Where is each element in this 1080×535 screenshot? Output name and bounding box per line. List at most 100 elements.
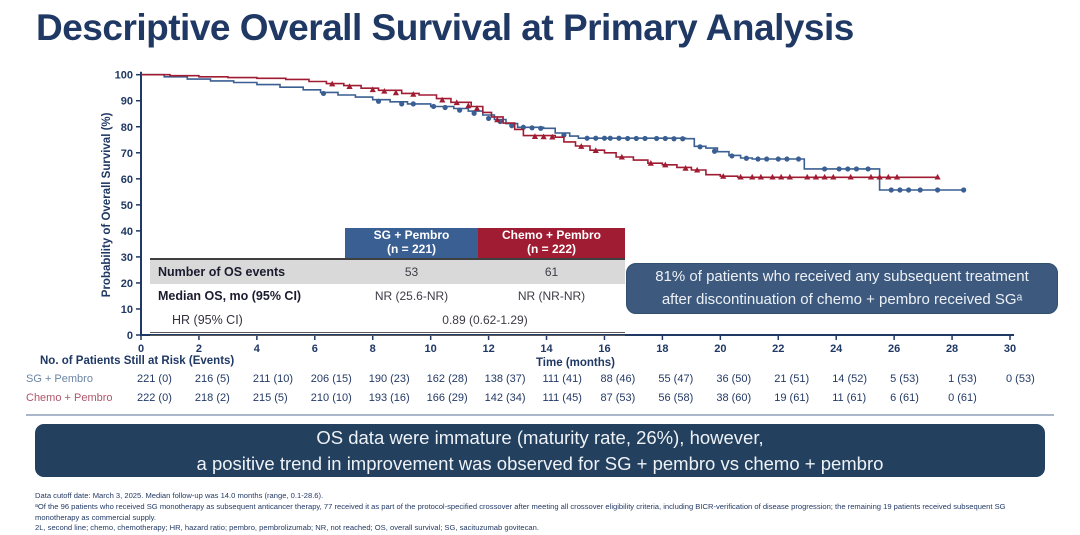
censor-mark [578, 143, 585, 149]
censor-mark [961, 187, 967, 193]
svg-text:4: 4 [254, 343, 261, 355]
row-label: Number of OS events [158, 265, 286, 279]
svg-text:100: 100 [115, 70, 133, 82]
censor-mark [662, 135, 668, 142]
svg-text:10: 10 [121, 304, 133, 316]
svg-text:18: 18 [656, 343, 668, 355]
at-risk-value: 0 (61) [948, 392, 977, 404]
censor-mark [592, 147, 599, 154]
at-risk-value: 211 (10) [252, 373, 294, 385]
svg-text:50: 50 [121, 200, 133, 212]
censor-mark [531, 133, 539, 139]
censor-mark [453, 99, 460, 106]
svg-text:30: 30 [1004, 343, 1016, 355]
censor-mark [540, 133, 547, 140]
censor-mark [381, 87, 388, 94]
svg-text:70: 70 [121, 148, 133, 160]
censor-mark [830, 173, 837, 180]
row-label: HR (95% CI) [172, 313, 243, 327]
banner-line-2: a positive trend in improvement was obse… [196, 452, 884, 474]
at-risk-divider [26, 414, 1054, 416]
censor-mark [847, 173, 854, 180]
censor-mark [465, 102, 472, 109]
censor-mark [749, 173, 756, 180]
censor-mark [755, 156, 761, 162]
censor-mark [647, 160, 654, 166]
svg-text:80: 80 [121, 122, 133, 134]
censor-mark [729, 153, 735, 159]
at-risk-value: 142 (34) [484, 392, 526, 404]
censor-mark [494, 116, 501, 123]
stats-col-header-sg-n: (n = 221) [386, 242, 437, 256]
censor-mark [473, 105, 481, 111]
table-row-median-os: Median OS, mo (95% CI) NR (25.6-NR) NR (… [150, 284, 625, 308]
censor-mark [865, 166, 871, 172]
censor-mark [743, 155, 750, 161]
censor-mark [320, 90, 327, 97]
svg-text:14: 14 [540, 343, 553, 355]
svg-text:28: 28 [946, 343, 958, 355]
footnotes: Data cutoff date: March 3, 2025. Median … [35, 491, 1049, 534]
svg-text:60: 60 [121, 174, 133, 186]
os-stats-table: SG + Pembro (n = 221) Chemo + Pembro (n … [150, 228, 625, 336]
footnote-a: ᵃOf the 96 patients who received SG mono… [35, 501, 1006, 522]
at-risk-value: 193 (16) [368, 392, 410, 404]
censor-mark [934, 187, 941, 193]
svg-text:0: 0 [138, 343, 144, 355]
km-curve-sg-pembro [141, 73, 967, 193]
censor-mark [329, 80, 336, 87]
censor-mark [897, 187, 903, 193]
censor-mark [775, 156, 781, 162]
censor-mark [410, 101, 416, 107]
censor-mark [618, 153, 625, 160]
censor-mark [711, 148, 718, 154]
censor-mark [694, 166, 701, 173]
svg-text:40: 40 [121, 226, 133, 238]
at-risk-value: 11 (61) [832, 392, 867, 404]
stats-col-header-chemo-n: (n = 222) [526, 242, 577, 256]
svg-text:22: 22 [772, 343, 784, 355]
censor-mark [697, 144, 703, 150]
censor-mark [795, 156, 802, 162]
page-title: Descriptive Overall Survival at Primary … [36, 7, 854, 48]
censor-mark [497, 118, 503, 125]
censor-mark [845, 166, 851, 172]
censor-mark [369, 86, 376, 93]
svg-text:30: 30 [121, 252, 133, 264]
censor-mark [601, 135, 608, 141]
at-risk-value: 222 (0) [137, 392, 172, 404]
censor-mark [888, 187, 894, 193]
censor-mark [520, 124, 526, 130]
svg-text:12: 12 [482, 343, 494, 355]
callout-line-1: 81% of patients who received any subsequ… [655, 268, 1029, 285]
censor-mark [346, 83, 353, 89]
censor-mark [680, 136, 686, 142]
censor-mark [821, 173, 828, 180]
censor-mark [538, 125, 544, 131]
svg-text:20: 20 [714, 343, 726, 355]
censor-mark [457, 107, 463, 113]
at-risk-value: 19 (61) [774, 392, 810, 404]
censor-mark [893, 173, 901, 180]
at-risk-value: 5 (53) [890, 373, 919, 385]
at-risk-value: 1 (53) [948, 373, 977, 385]
os-events-chemo: 61 [544, 265, 559, 279]
censor-mark [778, 173, 785, 180]
at-risk-value: 216 (5) [194, 373, 230, 385]
censor-mark [607, 135, 613, 141]
at-risk-value: 87 (53) [600, 392, 636, 404]
censor-mark [633, 135, 639, 142]
censor-mark [784, 156, 790, 162]
censor-mark [720, 173, 727, 179]
censor-mark [906, 187, 912, 193]
censor-mark [934, 173, 941, 180]
at-risk-value: 36 (50) [716, 373, 752, 385]
footnote-data-cutoff: Data cutoff date: March 3, 2025. Median … [35, 491, 324, 500]
x-axis-label: Time (months) [536, 357, 615, 369]
censor-mark [486, 115, 492, 122]
at-risk-title: No. of Patients Still at Risk (Events) [40, 355, 235, 367]
censor-mark [392, 89, 400, 96]
at-risk-value: 190 (23) [368, 373, 410, 385]
censor-mark [764, 156, 770, 162]
stats-col-header-sg: SG + Pembro (n = 221) [345, 228, 478, 258]
